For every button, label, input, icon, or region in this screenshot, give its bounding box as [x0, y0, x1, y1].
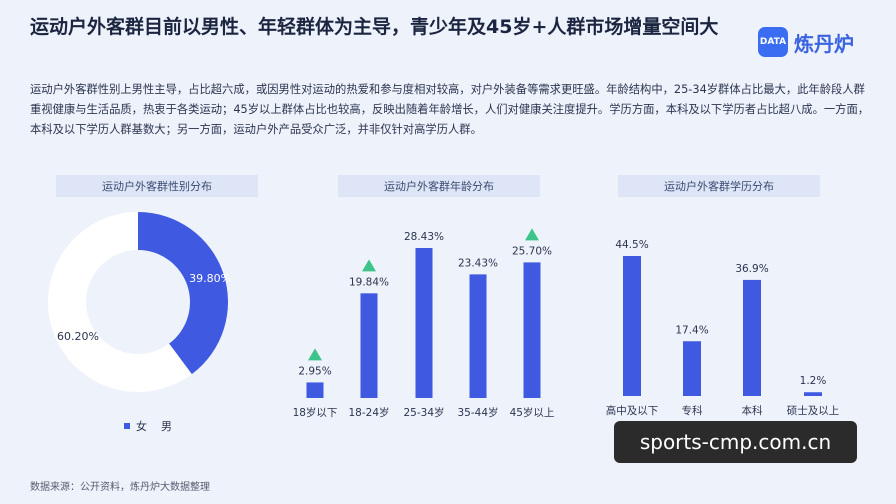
logo-text: 炼丹炉 — [794, 31, 854, 56]
growth-arrow-icon — [362, 259, 376, 272]
donut-slice — [48, 212, 192, 392]
age-bar-label: 28.43% — [404, 231, 444, 243]
education-tick-label: 专科 — [682, 404, 703, 417]
education-tick-label: 硕士及以上 — [787, 404, 840, 417]
gender-chart-title: 运动户外客群性别分布 — [56, 175, 258, 197]
slice-label: 39.80% — [189, 272, 231, 285]
growth-arrow-icon — [308, 348, 322, 361]
legend-swatch — [124, 423, 130, 429]
donut-slice — [138, 212, 229, 375]
education-bar — [623, 256, 641, 396]
age-bar-label: 25.70% — [512, 245, 552, 257]
education-tick-label: 本科 — [742, 404, 763, 417]
education-bar — [743, 279, 761, 396]
age-tick-label: 45岁以上 — [510, 406, 555, 419]
logo-mark-icon: DATA — [758, 27, 788, 57]
age-bar-label: 23.43% — [458, 257, 498, 269]
slice-label: 60.20% — [57, 330, 99, 343]
education-bar — [804, 392, 822, 396]
education-bar-label: 1.2% — [800, 375, 827, 387]
age-tick-label: 25-34岁 — [403, 406, 444, 419]
data-source: 数据来源：公开资料，炼丹炉大数据整理 — [30, 482, 210, 493]
age-bar — [523, 262, 541, 398]
description-text: 运动户外客群性别上男性主导，占比超六成，或因男性对运动的热爱和参与度相对较高，对… — [30, 83, 870, 136]
legend-item-female: 女 — [136, 420, 147, 433]
age-tick-label: 18岁以下 — [293, 406, 338, 419]
watermark: sports-cmp.com.cn — [614, 421, 857, 463]
age-tick-label: 35-44岁 — [457, 406, 498, 419]
education-chart-title: 运动户外客群学历分布 — [618, 175, 820, 197]
gender-legend: 女 男 — [124, 418, 172, 434]
page-title: 运动户外客群目前以男性、年轻群体为主导，青少年及45岁+人群市场增量空间大 — [30, 16, 719, 38]
age-bar-label: 2.95% — [298, 365, 331, 377]
age-bar — [306, 382, 324, 398]
age-bar-label: 19.84% — [349, 276, 389, 288]
growth-arrow-icon — [525, 228, 539, 241]
education-bar-label: 17.4% — [675, 324, 708, 336]
age-tick-label: 18-24岁 — [348, 406, 389, 419]
education-bar-label: 44.5% — [615, 239, 648, 251]
brand-logo: DATA 炼丹炉 — [758, 26, 878, 58]
age-chart-title: 运动户外客群年龄分布 — [338, 175, 540, 197]
education-tick-label: 高中及以下 — [606, 404, 659, 417]
age-bar — [415, 248, 433, 398]
education-bar — [683, 341, 701, 396]
legend-item-male: 男 — [161, 420, 172, 433]
age-bar — [469, 274, 487, 398]
education-bar-label: 36.9% — [735, 263, 768, 275]
age-bar — [360, 293, 378, 398]
